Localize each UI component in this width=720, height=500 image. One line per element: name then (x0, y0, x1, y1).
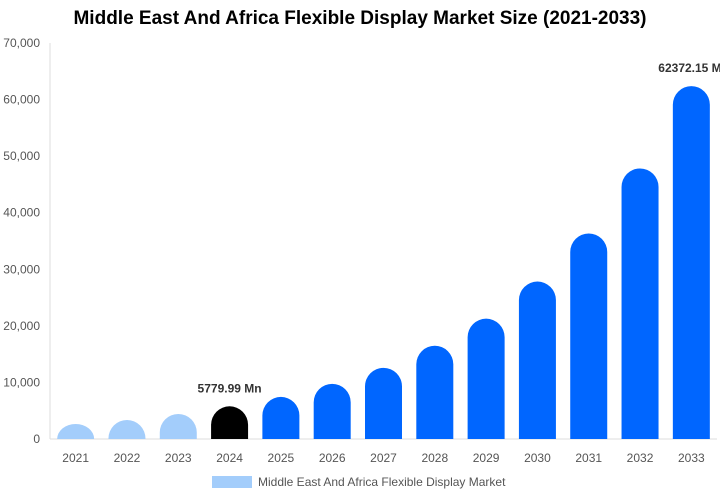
y-tick-label: 0 (33, 432, 40, 446)
y-tick-label: 20,000 (3, 319, 40, 333)
bar-2027[interactable] (365, 367, 402, 439)
bar-2032[interactable] (621, 168, 659, 439)
bar-2029[interactable] (467, 318, 505, 439)
bar-2033[interactable] (672, 86, 710, 439)
x-tick-label: 2032 (627, 451, 654, 465)
bar-2022[interactable] (108, 419, 146, 439)
legend-swatch (212, 476, 252, 488)
x-tick-label: 2033 (678, 451, 705, 465)
bar-2021[interactable] (57, 423, 95, 439)
x-tick-label: 2025 (268, 451, 295, 465)
bar-2024[interactable] (211, 406, 249, 439)
y-tick-label: 50,000 (3, 149, 40, 163)
x-tick-label: 2027 (370, 451, 397, 465)
x-tick-label: 2024 (216, 451, 243, 465)
x-tick-label: 2026 (319, 451, 346, 465)
y-tick-label: 70,000 (3, 36, 40, 50)
x-tick-label: 2022 (114, 451, 141, 465)
bar-2023[interactable] (159, 413, 197, 439)
x-tick-label: 2030 (524, 451, 551, 465)
chart-title: Middle East And Africa Flexible Display … (73, 8, 647, 29)
data-label: 5779.99 Mn (198, 381, 262, 395)
x-tick-label: 2028 (421, 451, 448, 465)
bar-2026[interactable] (313, 383, 351, 439)
bar-2025[interactable] (262, 396, 300, 439)
data-label: 62372.15 M (658, 61, 720, 75)
bar-2031[interactable] (570, 233, 608, 439)
y-tick-label: 10,000 (3, 375, 40, 389)
legend-label: Middle East And Africa Flexible Display … (258, 475, 506, 489)
legend[interactable]: Middle East And Africa Flexible Display … (212, 475, 505, 489)
x-tick-label: 2031 (575, 451, 602, 465)
x-tick-label: 2023 (165, 451, 192, 465)
y-tick-label: 40,000 (3, 206, 40, 220)
bar-2030[interactable] (518, 281, 556, 439)
y-tick-label: 60,000 (3, 93, 40, 107)
x-tick-label: 2021 (62, 451, 89, 465)
bar-2028[interactable] (416, 345, 454, 439)
x-tick-label: 2029 (473, 451, 500, 465)
y-tick-label: 30,000 (3, 262, 40, 276)
